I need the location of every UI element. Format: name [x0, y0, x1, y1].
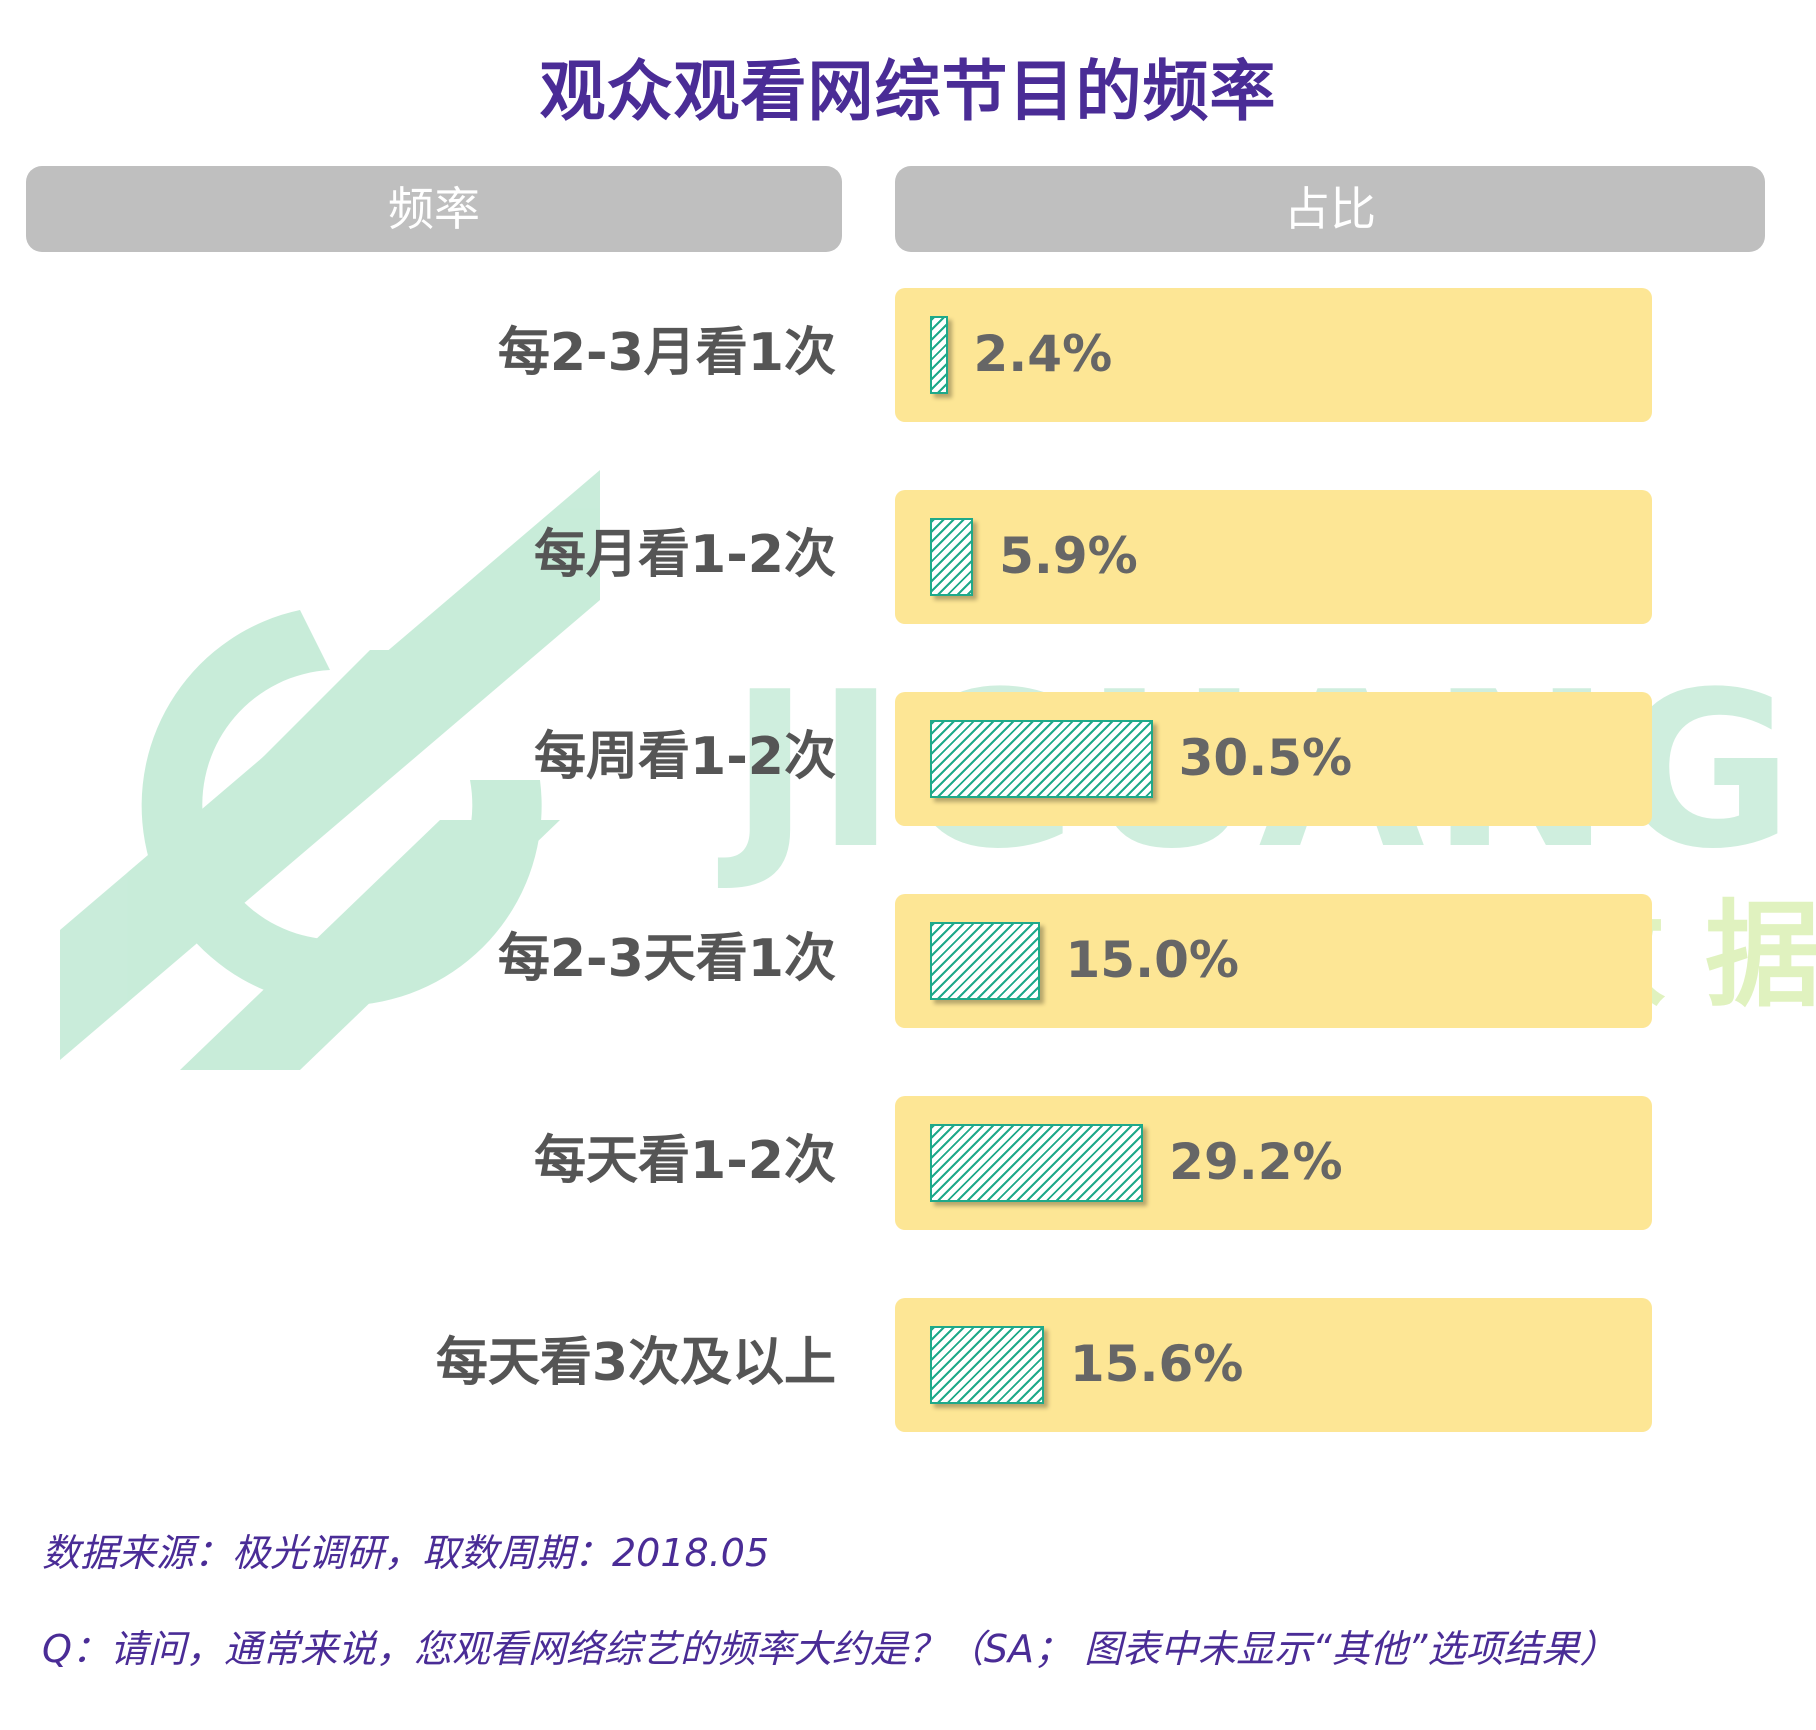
bar	[930, 518, 974, 596]
chart-title: 观众观看网综节目的频率	[539, 53, 1277, 130]
category-label: 每天看1-2次	[534, 1131, 836, 1191]
value-label: 2.4%	[973, 325, 1113, 383]
bar	[930, 922, 1040, 1000]
value-label: 15.0%	[1065, 931, 1239, 989]
category-label: 每月看1-2次	[534, 525, 836, 585]
bar	[930, 1124, 1144, 1202]
column-header-share: 占比	[895, 166, 1765, 252]
category-label: 每2-3天看1次	[497, 929, 836, 989]
category-label: 每周看1-2次	[534, 727, 836, 787]
bar	[930, 1326, 1044, 1404]
row-background	[895, 490, 1652, 624]
value-label: 30.5%	[1178, 729, 1353, 787]
bar	[930, 720, 1153, 798]
value-label: 15.6%	[1069, 1335, 1244, 1393]
column-header-frequency: 频率	[26, 166, 842, 252]
category-label: 每天看3次及以上	[435, 1333, 836, 1393]
value-label: 29.2%	[1169, 1133, 1343, 1191]
data-source-note: 数据来源：极光调研，取数周期：2018.05	[42, 1531, 770, 1575]
category-label: 每2-3月看1次	[497, 323, 836, 383]
row-background	[895, 288, 1652, 422]
value-label: 5.9%	[999, 527, 1138, 585]
survey-question-note: Q：请问，通常来说，您观看网络综艺的频率大约是？（SA； 图表中未显示“其他”选…	[42, 1627, 1618, 1671]
bar	[930, 316, 948, 394]
